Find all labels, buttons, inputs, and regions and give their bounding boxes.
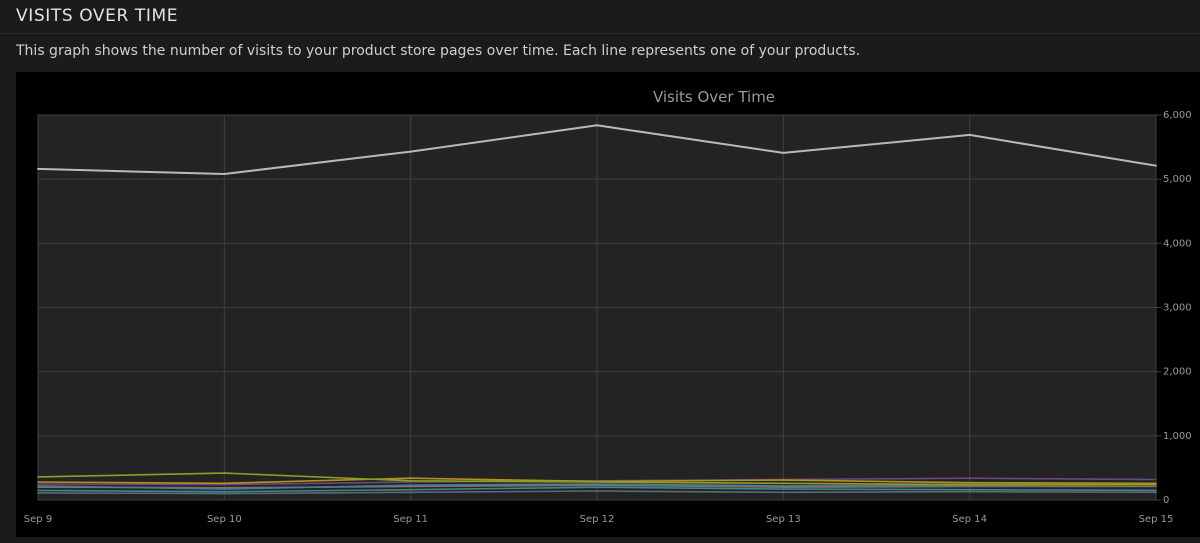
x-tick-label: Sep 14 — [952, 514, 987, 525]
series-line-7 — [37, 486, 1157, 493]
y-tick-label: 5,000 — [1163, 174, 1192, 185]
series-line-8 — [37, 490, 1157, 495]
section-description: This graph shows the number of visits to… — [16, 43, 861, 59]
series-line-1 — [37, 124, 1157, 175]
y-tick-label: 4,000 — [1163, 238, 1192, 249]
visits-line-chart: 0 1,000 2,000 3,000 4,000 5,000 6,000 Sep 9 Sep … — [24, 88, 1192, 525]
y-tick-label: 6,000 — [1163, 110, 1192, 121]
y-tick-label: 2,000 — [1163, 367, 1192, 378]
title-divider — [0, 33, 1200, 34]
x-tick-label: Sep 11 — [393, 514, 428, 525]
x-tick-label: Sep 10 — [207, 514, 242, 525]
visits-chart-panel: 0 1,000 2,000 3,000 4,000 5,000 6,000 Sep 9 Sep … — [16, 72, 1200, 537]
y-tick-label: 1,000 — [1163, 431, 1192, 442]
y-tick-label: 3,000 — [1163, 303, 1192, 314]
y-tick-label: 0 — [1163, 495, 1169, 506]
section-title: VISITS OVER TIME — [16, 6, 179, 26]
x-tick-label: Sep 12 — [580, 514, 615, 525]
series-line-2 — [37, 472, 1157, 486]
x-tick-label: Sep 9 — [24, 514, 52, 525]
plot-border — [37, 114, 1157, 501]
chart-title: Visits Over Time — [653, 88, 775, 106]
x-tick-label: Sep 13 — [766, 514, 801, 525]
series-line-6 — [37, 484, 1157, 489]
x-tick-label: Sep 15 — [1139, 514, 1174, 525]
